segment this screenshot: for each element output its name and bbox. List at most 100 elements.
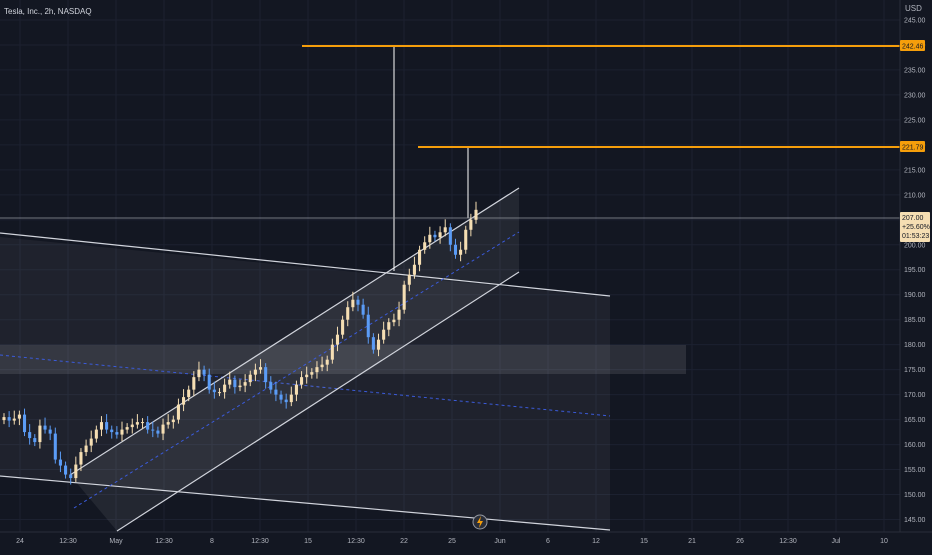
candle[interactable]	[264, 363, 268, 389]
candle[interactable]	[382, 321, 386, 344]
candle[interactable]	[387, 318, 391, 337]
candle[interactable]	[140, 418, 145, 429]
candle[interactable]	[428, 226, 432, 249]
candle[interactable]	[325, 355, 329, 372]
candle[interactable]	[43, 417, 47, 434]
candle[interactable]	[469, 213, 473, 237]
candle[interactable]	[223, 378, 227, 399]
candle[interactable]	[402, 280, 406, 314]
candle[interactable]	[361, 298, 365, 319]
candle[interactable]	[433, 230, 437, 242]
down-channel-upper-line[interactable]	[0, 232, 611, 297]
candle[interactable]	[407, 268, 411, 292]
candle[interactable]	[356, 295, 360, 312]
target-badge-lower[interactable]: 221.79	[900, 141, 925, 152]
candle[interactable]	[376, 333, 381, 357]
candle[interactable]	[346, 301, 350, 327]
last-price-badge[interactable]: 207.00 +25.60% 01:53:23	[900, 212, 930, 242]
candle[interactable]	[115, 426, 119, 439]
candle[interactable]	[94, 425, 98, 443]
candle[interactable]	[17, 410, 21, 426]
candle[interactable]	[351, 291, 355, 312]
candle[interactable]	[161, 418, 165, 441]
candle[interactable]	[38, 419, 42, 449]
candle[interactable]	[315, 361, 319, 379]
candle[interactable]	[125, 423, 129, 434]
candle[interactable]	[243, 374, 247, 393]
down-channel-lower-line[interactable]	[0, 475, 611, 531]
chart-drawings[interactable]	[0, 45, 900, 532]
candle[interactable]	[289, 386, 293, 407]
candle[interactable]	[371, 333, 375, 354]
candle[interactable]	[418, 245, 422, 272]
candle[interactable]	[443, 219, 447, 237]
candle[interactable]	[79, 448, 83, 472]
candle[interactable]	[69, 468, 73, 485]
candle[interactable]	[176, 398, 180, 424]
candle[interactable]	[217, 388, 222, 397]
lightning-event-marker[interactable]	[472, 514, 488, 530]
price-axis[interactable]: 145.00 150.00 155.00 160.00 165.00 170.00 175.…	[904, 17, 926, 524]
candle[interactable]	[202, 365, 206, 382]
candle[interactable]	[253, 363, 257, 382]
candle[interactable]	[28, 424, 32, 445]
candle[interactable]	[300, 371, 304, 389]
candle[interactable]	[2, 413, 6, 425]
candle[interactable]	[53, 427, 57, 464]
candle[interactable]	[64, 461, 68, 479]
candle[interactable]	[187, 385, 191, 402]
candle[interactable]	[294, 380, 298, 402]
supply-zone-box[interactable]	[0, 345, 686, 374]
candle[interactable]	[438, 226, 442, 244]
candle[interactable]	[258, 359, 263, 374]
candle[interactable]	[397, 301, 401, 327]
candle[interactable]	[89, 430, 93, 453]
candle[interactable]	[84, 439, 88, 457]
candle[interactable]	[48, 425, 52, 441]
candle[interactable]	[423, 236, 427, 254]
candle[interactable]	[105, 414, 109, 434]
candle[interactable]	[171, 415, 175, 429]
candle[interactable]	[335, 326, 340, 352]
candle[interactable]	[74, 456, 78, 483]
candle[interactable]	[151, 421, 155, 438]
candle[interactable]	[212, 381, 216, 399]
candle[interactable]	[448, 223, 452, 252]
target-badge-upper[interactable]: 242.46	[900, 40, 925, 51]
candle[interactable]	[279, 390, 283, 404]
candle[interactable]	[130, 418, 134, 434]
candle[interactable]	[464, 225, 468, 254]
candle[interactable]	[320, 356, 324, 372]
candle[interactable]	[330, 338, 334, 364]
candles[interactable]	[2, 201, 478, 485]
candle[interactable]	[269, 376, 273, 394]
candle[interactable]	[341, 315, 345, 339]
candle[interactable]	[228, 371, 232, 389]
candle[interactable]	[197, 361, 201, 382]
candle[interactable]	[33, 434, 37, 447]
candle[interactable]	[274, 381, 278, 402]
candle[interactable]	[135, 414, 139, 429]
candle[interactable]	[474, 201, 478, 224]
candle[interactable]	[453, 238, 458, 259]
candle[interactable]	[99, 416, 104, 437]
candle[interactable]	[305, 366, 309, 384]
candle[interactable]	[284, 393, 288, 409]
time-axis[interactable]: 24 12:30 May 12:30 8 12:30 15 12:30 22 25 Jun 6 12 15…	[16, 538, 888, 545]
candle[interactable]	[146, 416, 150, 434]
up-channel-upper-line[interactable]	[69, 187, 520, 476]
candle[interactable]	[22, 408, 27, 437]
candle[interactable]	[233, 375, 237, 394]
candle[interactable]	[110, 425, 114, 439]
up-channel-lower-line[interactable]	[116, 271, 520, 532]
candle[interactable]	[182, 389, 186, 412]
candle[interactable]	[366, 306, 370, 344]
candle[interactable]	[58, 451, 62, 473]
candle[interactable]	[412, 256, 416, 279]
candle[interactable]	[12, 410, 16, 425]
candle[interactable]	[166, 414, 170, 429]
candle[interactable]	[392, 313, 396, 327]
candle[interactable]	[192, 371, 196, 397]
